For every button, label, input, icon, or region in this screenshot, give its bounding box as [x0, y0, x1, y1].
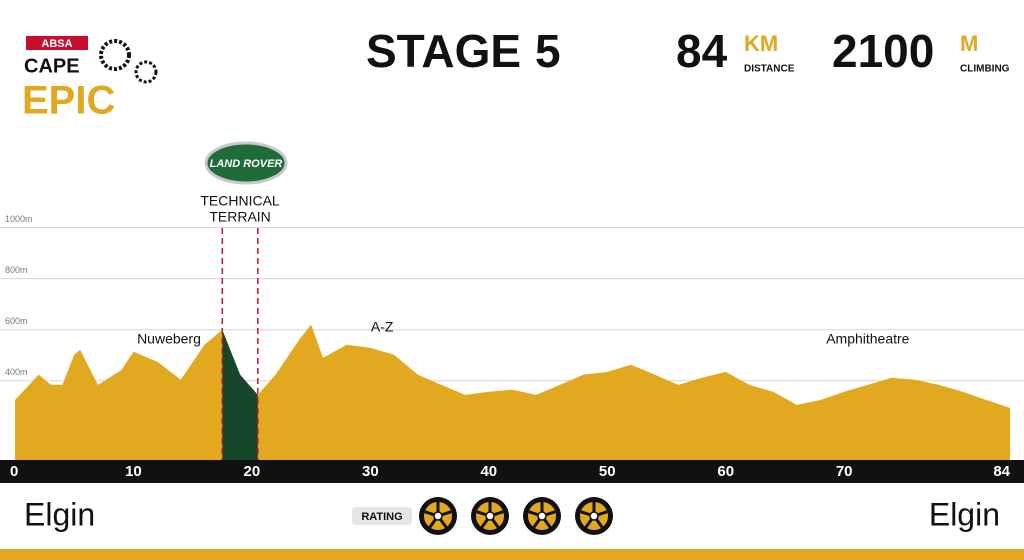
x-tick-label: 84: [993, 463, 1010, 480]
distance-label: DISTANCE: [744, 64, 795, 75]
climb-label: CLIMBING: [960, 64, 1010, 75]
logo-text: EPIC: [22, 79, 115, 123]
technical-section: [222, 329, 258, 460]
x-tick-label: 70: [836, 463, 853, 480]
y-tick-label: 400m: [5, 367, 28, 377]
sponsor-text: LAND ROVER: [210, 158, 283, 170]
peak-label: Amphitheatre: [826, 331, 909, 347]
rating-cog: [575, 497, 613, 535]
climb-value: 2100: [832, 25, 934, 77]
x-tick-label: 20: [244, 463, 261, 480]
peak-label: Nuweberg: [137, 331, 201, 347]
rating-cog: [419, 497, 457, 535]
technical-label: TERRAIN: [209, 209, 270, 225]
technical-label: TECHNICAL: [200, 193, 280, 209]
logo-bar: [26, 36, 88, 50]
elevation-area: [15, 324, 1010, 460]
stage-label: STAGE: [366, 25, 521, 77]
sponsor-badge: [204, 141, 288, 185]
cog-hub: [485, 511, 495, 521]
logo: ABSA CAPE EPIC: [22, 36, 158, 123]
x-tick-label: 40: [480, 463, 497, 480]
x-tick-label: 60: [717, 463, 734, 480]
climb-unit: M: [960, 31, 978, 56]
rating-cog: [471, 497, 509, 535]
cog-hub: [589, 511, 599, 521]
finish-label: Elgin: [929, 496, 1000, 532]
y-tick-label: 800m: [5, 265, 28, 275]
rating-label: RATING: [361, 511, 402, 523]
x-tick-label: 0: [10, 463, 18, 480]
rating-cog: [523, 497, 561, 535]
distance-unit: KM: [744, 31, 778, 56]
x-tick-label: 50: [599, 463, 616, 480]
rating-box: [352, 507, 412, 525]
logo-cog: [134, 60, 158, 84]
cog-hub: [537, 511, 547, 521]
axis-bar: [0, 460, 1024, 483]
x-tick-label: 30: [362, 463, 379, 480]
logo-cog: [99, 39, 131, 71]
logo-text: ABSA: [41, 38, 72, 50]
y-tick-label: 1000m: [5, 214, 33, 224]
y-tick-label: 600m: [5, 316, 28, 326]
footer-band: [0, 549, 1024, 560]
cog-hub: [433, 511, 443, 521]
logo-text: CAPE: [24, 55, 80, 77]
peak-label: A-Z: [371, 319, 394, 335]
x-tick-label: 10: [125, 463, 142, 480]
rating: [419, 497, 613, 535]
start-label: Elgin: [24, 496, 95, 532]
x-axis: 0 10 20 30 40 50 60 70 84: [10, 463, 1011, 480]
distance-value: 84: [676, 25, 728, 77]
stage-number: 5: [535, 25, 561, 77]
